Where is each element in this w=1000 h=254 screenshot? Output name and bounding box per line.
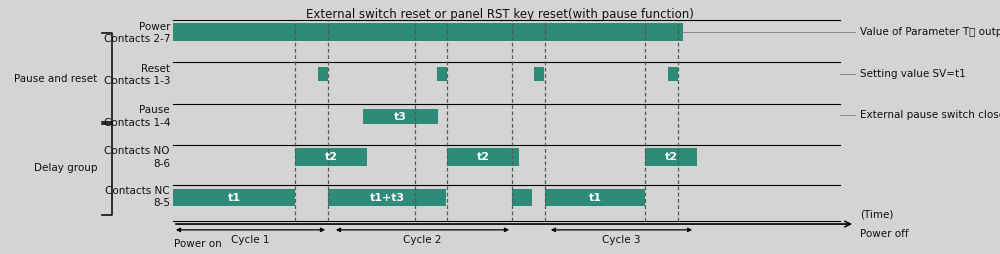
Bar	[668, 67, 678, 81]
Text: Contacts 2-7: Contacts 2-7	[104, 34, 170, 44]
Text: Power on: Power on	[174, 239, 222, 249]
Text: Contacts NC: Contacts NC	[105, 185, 170, 196]
Text: Contacts 1-4: Contacts 1-4	[104, 118, 170, 128]
Text: Cycle 2: Cycle 2	[403, 235, 441, 245]
Text: t2: t2	[664, 152, 678, 162]
Bar	[363, 109, 438, 124]
Text: Contacts 1-3: Contacts 1-3	[104, 76, 170, 86]
Text: External switch reset or panel RST key reset(with pause function): External switch reset or panel RST key r…	[306, 8, 694, 21]
Bar	[328, 189, 446, 206]
Text: t3: t3	[394, 112, 407, 122]
Text: Power: Power	[138, 22, 170, 32]
Text: Pause: Pause	[139, 105, 170, 116]
Text: Cycle 3: Cycle 3	[602, 235, 640, 245]
Bar	[512, 189, 532, 206]
Bar	[447, 148, 519, 166]
Text: t1+t3: t1+t3	[369, 193, 405, 203]
Text: Setting value SV=t1: Setting value SV=t1	[860, 69, 966, 79]
Text: External pause switch close time = t3: External pause switch close time = t3	[860, 110, 1000, 120]
Bar	[437, 67, 447, 81]
Text: Reset: Reset	[141, 64, 170, 74]
Bar	[295, 148, 367, 166]
Text: t1: t1	[589, 193, 602, 203]
Text: t2: t2	[324, 152, 337, 162]
Text: Contacts NO: Contacts NO	[104, 146, 170, 156]
Text: Cycle 1: Cycle 1	[231, 235, 269, 245]
Text: Delay group: Delay group	[34, 163, 97, 173]
Text: Power off: Power off	[860, 229, 909, 239]
Bar	[173, 189, 295, 206]
Text: Pause and reset: Pause and reset	[14, 74, 97, 84]
Text: 8-5: 8-5	[153, 198, 170, 208]
Bar	[645, 148, 697, 166]
Text: 8-6: 8-6	[153, 159, 170, 169]
Text: t2: t2	[477, 152, 490, 162]
Bar	[318, 67, 328, 81]
Bar	[173, 23, 683, 41]
Text: (Time): (Time)	[860, 210, 893, 220]
Text: Value of Parameter T， output maintain=t2: Value of Parameter T， output maintain=t2	[860, 27, 1000, 37]
Text: t1: t1	[228, 193, 240, 203]
Bar	[534, 67, 544, 81]
Bar	[545, 189, 645, 206]
